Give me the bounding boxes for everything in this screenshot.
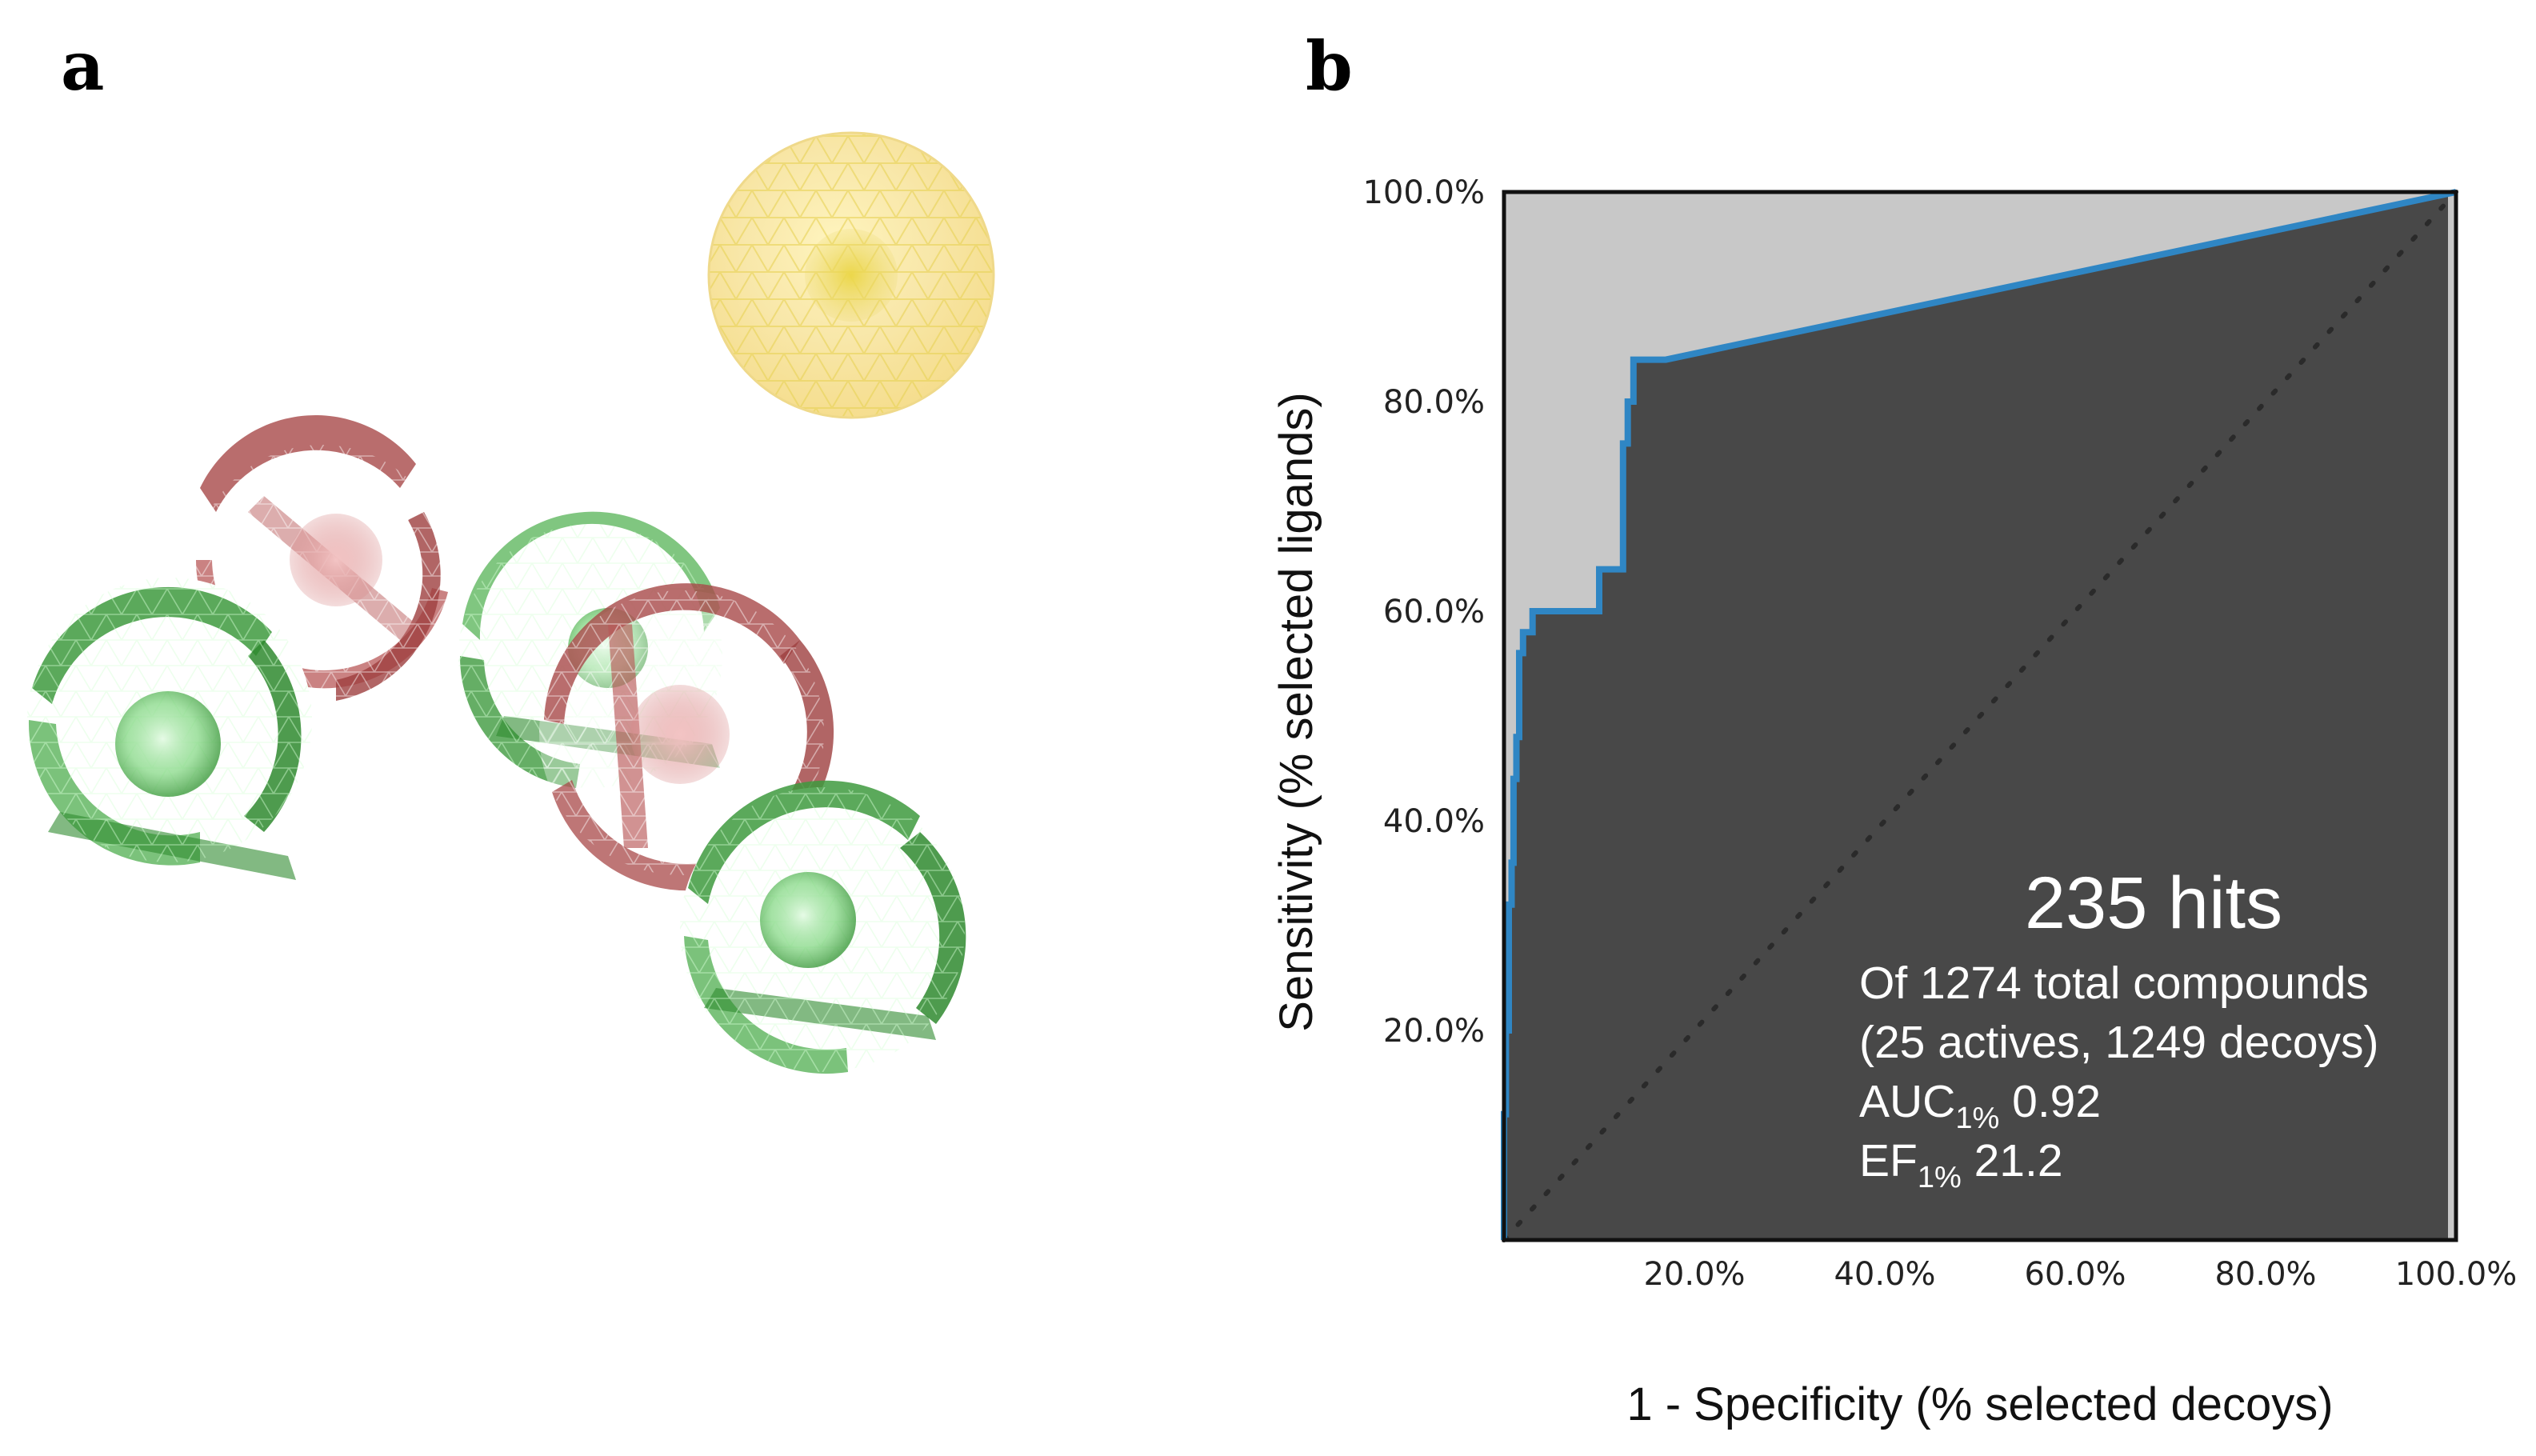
total-compounds-annotation: Of 1274 total compounds — [1859, 958, 2369, 1009]
donor-sphere-3 — [680, 780, 966, 1074]
y-axis-ticks: 20.0% 40.0% 60.0% 80.0% 100.0% — [1362, 174, 1485, 1050]
y-tick-label: 40.0% — [1383, 803, 1485, 840]
y-axis-title: Sensitivity (% selected ligands) — [1270, 392, 1322, 1031]
y-tick-label: 60.0% — [1383, 594, 1485, 630]
ef-annotation: EF1% 21.2 — [1859, 1135, 2063, 1194]
actives-decoys-annotation: (25 actives, 1249 decoys) — [1859, 1017, 2379, 1068]
auc-value: 0.92 — [1999, 1076, 2101, 1127]
hydrophobe-sphere — [707, 131, 995, 419]
panel-label-b: b — [1306, 26, 1353, 106]
roc-chart: 20.0% 40.0% 60.0% 80.0% 100.0% 20.0% 40.… — [1270, 174, 2517, 1430]
ef-subscript: 1% — [1918, 1161, 1962, 1194]
x-tick-label: 60.0% — [2024, 1256, 2126, 1293]
x-tick-label: 100.0% — [2395, 1256, 2518, 1293]
random-diagonal-line — [1502, 190, 2458, 1242]
x-axis-title: 1 - Specificity (% selected decoys) — [1626, 1378, 2333, 1430]
roc-curve-line — [1501, 189, 2457, 1240]
plot-frame — [1502, 190, 2458, 1242]
panel-label-a: a — [61, 26, 104, 106]
donor-sphere-1 — [27, 578, 312, 880]
y-tick-label: 80.0% — [1383, 384, 1485, 421]
auc-annotation: AUC1% 0.92 — [1859, 1076, 2101, 1135]
x-tick-label: 20.0% — [1643, 1256, 1745, 1293]
auc-label: AUC — [1859, 1076, 1955, 1127]
y-tick-label: 20.0% — [1383, 1013, 1485, 1050]
ef-value: 21.2 — [1962, 1135, 2063, 1186]
x-axis-ticks: 20.0% 40.0% 60.0% 80.0% 100.0% — [1643, 1256, 2517, 1293]
y-tick-label: 100.0% — [1362, 174, 1485, 211]
pharmacophore-model — [27, 131, 995, 1074]
auc-subscript: 1% — [1955, 1102, 1999, 1135]
hits-annotation: 235 hits — [2025, 862, 2282, 944]
x-tick-label: 80.0% — [2214, 1256, 2316, 1293]
ef-label: EF — [1859, 1135, 1918, 1186]
x-tick-label: 40.0% — [1834, 1256, 1935, 1293]
